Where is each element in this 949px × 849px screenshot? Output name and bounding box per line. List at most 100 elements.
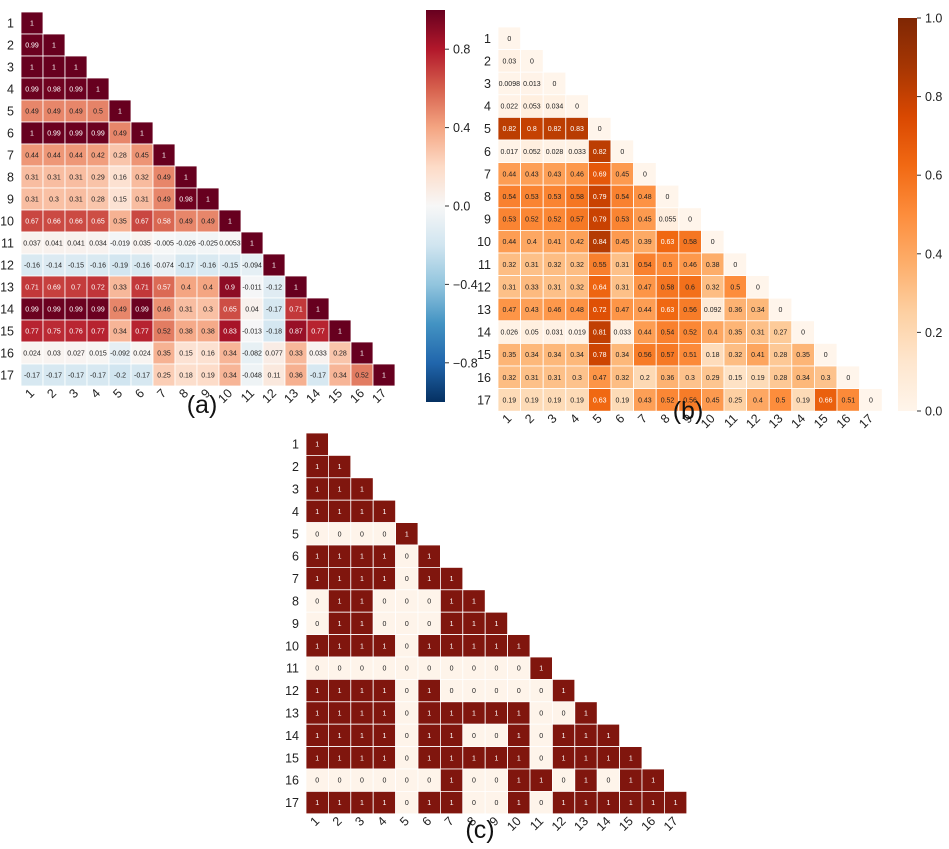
- cell-label: 0.27: [774, 330, 788, 337]
- cell-label: 1: [382, 643, 386, 650]
- cell-label: 0.34: [223, 350, 237, 357]
- cell-label: 0.45: [615, 171, 629, 178]
- cell-label: 0.99: [25, 42, 39, 49]
- cell-label: -0.17: [24, 372, 40, 379]
- cell-label: 0.33: [113, 284, 127, 291]
- cell-label: 1: [472, 621, 476, 628]
- cell-label: 0.83: [223, 328, 237, 335]
- cell-label: -0.16: [90, 262, 106, 269]
- cell-label: 0: [846, 375, 850, 382]
- cell-label: 0.99: [91, 306, 105, 313]
- y-tick-label: 10: [0, 215, 14, 229]
- heatmap-cell: [859, 388, 883, 412]
- x-tick-label: 1: [22, 386, 37, 401]
- cell-label: 0.54: [502, 194, 516, 201]
- cell-label: 0.41: [548, 239, 562, 246]
- panel-label: (b): [673, 397, 704, 425]
- cell-label: 0.53: [548, 194, 562, 201]
- cell-label: 0: [539, 688, 543, 695]
- cell-label: 0.0053: [219, 240, 241, 247]
- cell-label: 0.31: [47, 174, 61, 181]
- x-tick-label: 3: [545, 411, 560, 426]
- cell-label: 0.45: [615, 239, 629, 246]
- cell-label: 0.31: [615, 284, 629, 291]
- cell-label: 0.53: [615, 217, 629, 224]
- cell-label: 0.99: [91, 130, 105, 137]
- cell-label: 0: [494, 666, 498, 673]
- cell-label: 0.44: [638, 307, 652, 314]
- x-tick-label: 11: [721, 411, 740, 430]
- cell-label: 0.5: [776, 397, 786, 404]
- cell-label: 1: [584, 733, 588, 740]
- y-tick-label: 8: [484, 190, 491, 204]
- cell-label: 0.16: [201, 350, 215, 357]
- cell-label: 1: [427, 800, 431, 807]
- y-tick-label: 4: [7, 83, 14, 97]
- cell-label: 0.32: [615, 375, 629, 382]
- cell-label: 0.48: [570, 307, 584, 314]
- cell-label: 0.48: [638, 194, 652, 201]
- cell-label: 0.034: [89, 240, 107, 247]
- cell-label: 1: [315, 486, 319, 493]
- heatmap-cell: [372, 363, 396, 387]
- cell-label: 0.53: [525, 194, 539, 201]
- cell-label: 0.19: [201, 372, 215, 379]
- cell-label: 0: [338, 778, 342, 785]
- cell-label: 1: [140, 130, 144, 137]
- cell-label: 0.017: [501, 149, 519, 156]
- x-tick-label: 17: [661, 814, 681, 834]
- y-tick-label: 1: [484, 32, 491, 46]
- cell-label: 0.43: [638, 397, 652, 404]
- cell-label: 0.44: [502, 239, 516, 246]
- cell-label: 0.46: [157, 306, 171, 313]
- cell-label: 1: [517, 800, 521, 807]
- cell-label: 0.65: [223, 306, 237, 313]
- cell-label: -0.17: [266, 306, 282, 313]
- cell-label: 0.66: [819, 397, 833, 404]
- cell-label: 0.52: [661, 397, 675, 404]
- cell-label: 1: [427, 576, 431, 583]
- cell-label: 0.87: [289, 328, 303, 335]
- x-tick-label: 4: [567, 411, 582, 426]
- x-tick-label: 14: [594, 814, 614, 834]
- cell-label: 0: [517, 666, 521, 673]
- cell-label: -0.15: [68, 262, 84, 269]
- cell-label: 1: [206, 196, 210, 203]
- cell-label: 0.31: [525, 262, 539, 269]
- cell-label: 1: [584, 800, 588, 807]
- cell-label: 0.45: [706, 397, 720, 404]
- y-tick-label: 1: [292, 438, 299, 452]
- cell-label: 0.33: [289, 350, 303, 357]
- cell-label: 1: [584, 778, 588, 785]
- y-tick-label: 5: [292, 527, 299, 541]
- cell-label: 0.72: [91, 284, 105, 291]
- cell-label: 0.053: [523, 104, 541, 111]
- y-tick-label: 13: [285, 707, 299, 721]
- cell-label: 0.015: [89, 350, 107, 357]
- cell-label: 0.4: [527, 239, 537, 246]
- cell-label: 0.35: [502, 352, 516, 359]
- cell-label: 0.29: [91, 174, 105, 181]
- heatmap-cell: [664, 791, 688, 815]
- cell-label: 0.63: [661, 239, 675, 246]
- y-tick-label: 4: [484, 100, 491, 114]
- cell-label: 0: [801, 330, 805, 337]
- cell-label: 1: [338, 710, 342, 717]
- cell-label: 0.69: [47, 284, 61, 291]
- cell-label: 1: [405, 531, 409, 538]
- cell-label: 0.5: [730, 284, 740, 291]
- cell-label: 0: [562, 710, 566, 717]
- cell-label: 1: [450, 598, 454, 605]
- cell-label: 0.29: [706, 375, 720, 382]
- y-tick-label: 17: [0, 369, 14, 383]
- cell-label: 1: [450, 643, 454, 650]
- x-tick-label: 17: [856, 411, 876, 431]
- cell-label: 0: [315, 666, 319, 673]
- cell-label: 0: [382, 778, 386, 785]
- cell-label: 1: [382, 688, 386, 695]
- cell-label: 0: [620, 149, 624, 156]
- cell-label: 0.32: [502, 262, 516, 269]
- y-tick-label: 8: [292, 595, 299, 609]
- y-tick-label: 15: [285, 751, 299, 765]
- x-tick-label: 5: [590, 411, 605, 426]
